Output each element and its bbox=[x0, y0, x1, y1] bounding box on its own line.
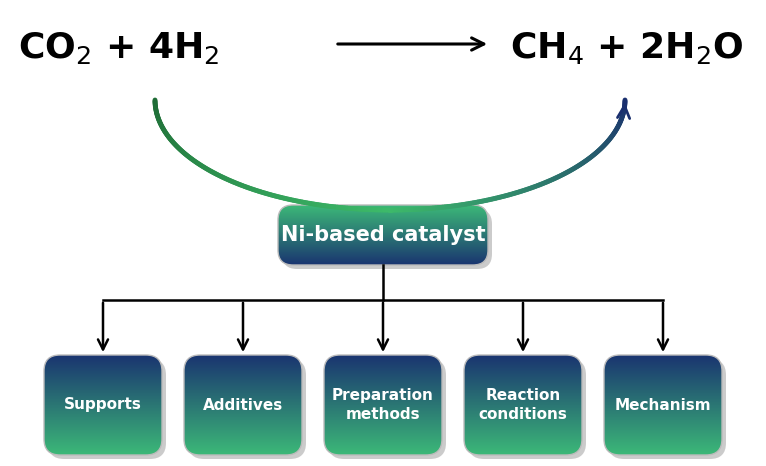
FancyBboxPatch shape bbox=[468, 359, 586, 459]
FancyBboxPatch shape bbox=[282, 209, 492, 269]
Text: CH$_4$ + 2H$_2$O: CH$_4$ + 2H$_2$O bbox=[510, 30, 743, 66]
Text: Mechanism: Mechanism bbox=[614, 397, 712, 412]
Text: Supports: Supports bbox=[64, 397, 142, 412]
FancyBboxPatch shape bbox=[608, 359, 726, 459]
FancyBboxPatch shape bbox=[188, 359, 306, 459]
Text: Reaction
conditions: Reaction conditions bbox=[479, 388, 568, 422]
Text: CO$_2$ + 4H$_2$: CO$_2$ + 4H$_2$ bbox=[18, 30, 219, 66]
FancyBboxPatch shape bbox=[48, 359, 166, 459]
FancyBboxPatch shape bbox=[328, 359, 446, 459]
Text: Preparation
methods: Preparation methods bbox=[332, 388, 434, 422]
Text: Additives: Additives bbox=[203, 397, 283, 412]
Text: Ni-based catalyst: Ni-based catalyst bbox=[280, 225, 486, 245]
